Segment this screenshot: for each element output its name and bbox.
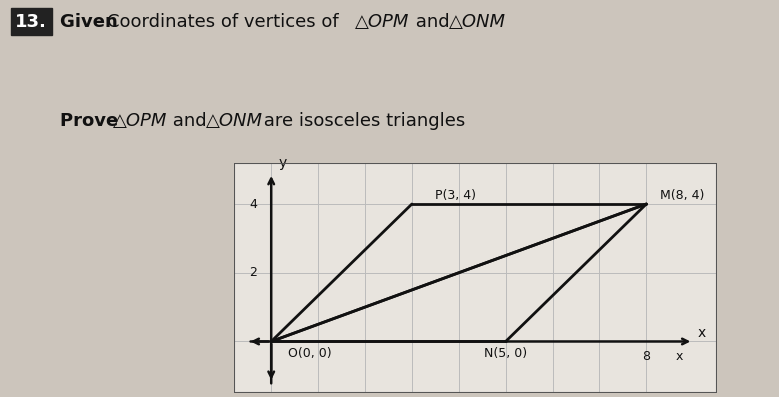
Text: y: y	[278, 156, 287, 170]
Text: △OPM: △OPM	[355, 13, 410, 31]
Text: Coordinates of vertices of: Coordinates of vertices of	[107, 13, 344, 31]
Text: Prove: Prove	[60, 112, 124, 130]
Text: △ONM: △ONM	[449, 13, 506, 31]
Text: M(8, 4): M(8, 4)	[661, 189, 705, 202]
Text: P(3, 4): P(3, 4)	[435, 189, 476, 202]
Text: △OPM: △OPM	[113, 112, 167, 130]
Text: 4: 4	[249, 198, 257, 210]
Text: 2: 2	[249, 266, 257, 279]
Text: 13.: 13.	[16, 13, 48, 31]
Text: are isosceles triangles: are isosceles triangles	[258, 112, 465, 130]
Text: and: and	[410, 13, 456, 31]
Text: N(5, 0): N(5, 0)	[484, 347, 527, 360]
Text: x: x	[675, 350, 683, 363]
Text: and: and	[167, 112, 212, 130]
Text: 8: 8	[643, 350, 650, 363]
Text: O(0, 0): O(0, 0)	[287, 347, 331, 360]
Text: x: x	[698, 326, 707, 340]
Text: △ONM: △ONM	[206, 112, 263, 130]
Text: Given: Given	[60, 13, 124, 31]
